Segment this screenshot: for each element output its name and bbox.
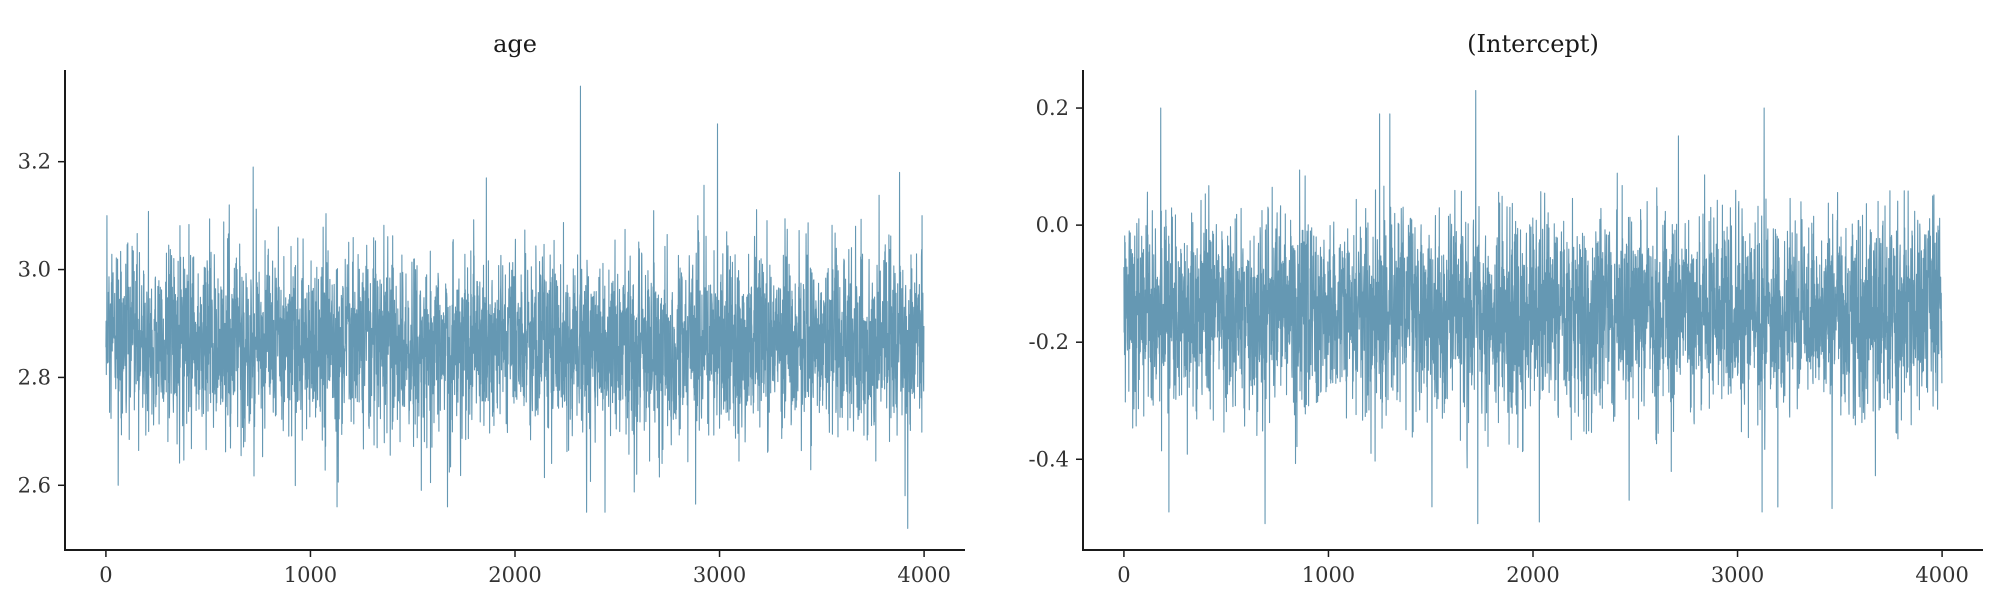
panel-title-intercept: (Intercept) bbox=[1467, 30, 1599, 58]
y-tick-label-age: 2.6 bbox=[18, 473, 51, 497]
x-tick-label-age: 2000 bbox=[488, 563, 541, 587]
x-tick-label-age: 1000 bbox=[284, 563, 337, 587]
y-tick-label-age: 3.0 bbox=[18, 258, 51, 282]
y-tick-label-age: 2.8 bbox=[18, 365, 51, 389]
x-tick-label-intercept: 3000 bbox=[1711, 563, 1764, 587]
x-tick-label-age: 4000 bbox=[897, 563, 950, 587]
x-tick-label-intercept: 4000 bbox=[1915, 563, 1968, 587]
x-tick-label-age: 0 bbox=[99, 563, 112, 587]
y-tick-label-intercept: 0.0 bbox=[1036, 213, 1069, 237]
trace-line-intercept bbox=[1123, 89, 1943, 525]
ticks-intercept: 0 1000 2000 3000 4000 -0.4 -0.2 0.0 0.2 bbox=[1029, 96, 1969, 587]
y-tick-label-age: 3.2 bbox=[18, 150, 51, 174]
x-tick-label-intercept: 0 bbox=[1117, 563, 1130, 587]
ticks-age: 0 1000 2000 3000 4000 2.6 2.8 3.0 3.2 bbox=[18, 150, 951, 587]
panel-title-age: age bbox=[493, 30, 537, 58]
y-tick-label-intercept: 0.2 bbox=[1036, 96, 1069, 120]
panel-intercept: (Intercept) 0 1000 2000 3000 4000 -0.4 -0.2 0.0… bbox=[1029, 30, 1983, 587]
trace-age bbox=[105, 85, 925, 529]
x-tick-label-age: 3000 bbox=[693, 563, 746, 587]
y-tick-label-intercept: -0.4 bbox=[1029, 447, 1070, 471]
x-tick-label-intercept: 2000 bbox=[1506, 563, 1559, 587]
x-tick-label-intercept: 1000 bbox=[1302, 563, 1355, 587]
panel-age: age 0 1000 2000 3000 4000 2.6 2.8 3.0 3.2 bbox=[18, 30, 965, 587]
trace-intercept bbox=[1123, 89, 1943, 525]
y-tick-label-intercept: -0.2 bbox=[1029, 330, 1070, 354]
trace-line-age bbox=[105, 85, 925, 529]
